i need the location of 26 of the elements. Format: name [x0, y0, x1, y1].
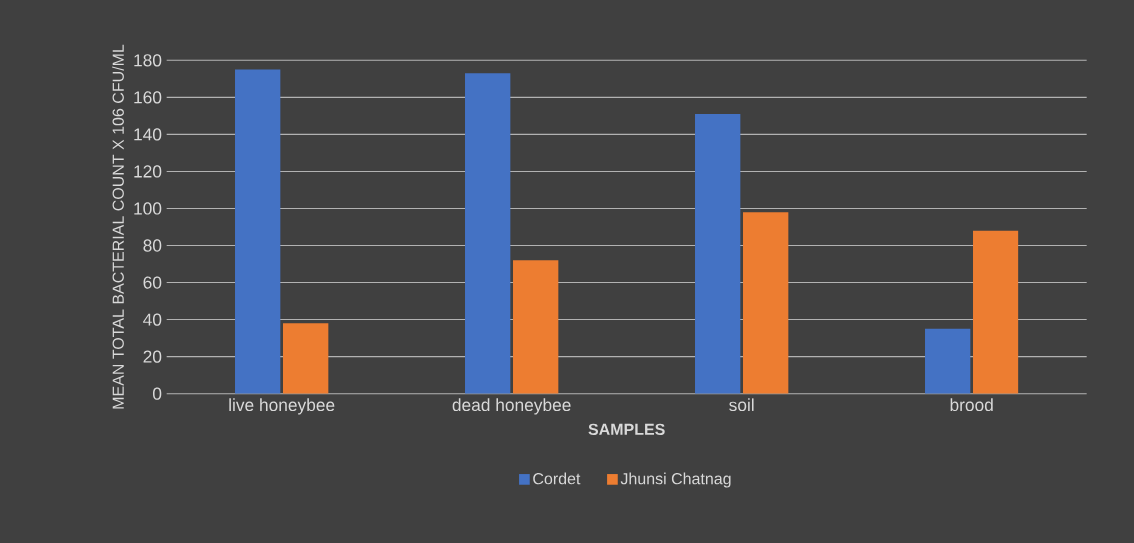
y-tick-label: 40	[143, 313, 162, 326]
bar	[513, 260, 559, 394]
x-tick-label: live honeybee	[229, 398, 335, 415]
y-tick-label: 160	[134, 91, 162, 104]
y-axis-title: MEAN TOTAL BACTERIAL COUNT X 106 CFU/ML	[112, 44, 124, 409]
x-axis-title: SAMPLES	[588, 423, 665, 436]
y-tick-label: 140	[134, 128, 162, 141]
y-tick-label: 180	[134, 54, 162, 67]
legend-label: Cordet	[533, 472, 581, 485]
bar	[743, 212, 789, 394]
bar	[465, 73, 511, 394]
y-tick-label: 60	[143, 276, 162, 289]
bar	[283, 323, 329, 394]
y-tick-label: 100	[134, 202, 162, 215]
y-tick-label: 80	[143, 239, 162, 252]
x-tick-label: dead honeybee	[452, 398, 571, 415]
x-tick-label: brood	[950, 398, 993, 412]
bar	[695, 114, 741, 394]
bar	[973, 230, 1019, 394]
legend-label: Jhunsi Chatnag	[620, 472, 731, 488]
bar	[235, 69, 281, 394]
x-tick-label: soil	[729, 398, 754, 412]
y-tick-label: 0	[152, 387, 162, 400]
y-tick-label: 120	[134, 165, 162, 178]
bar	[925, 328, 971, 394]
y-tick-label: 20	[143, 350, 162, 363]
